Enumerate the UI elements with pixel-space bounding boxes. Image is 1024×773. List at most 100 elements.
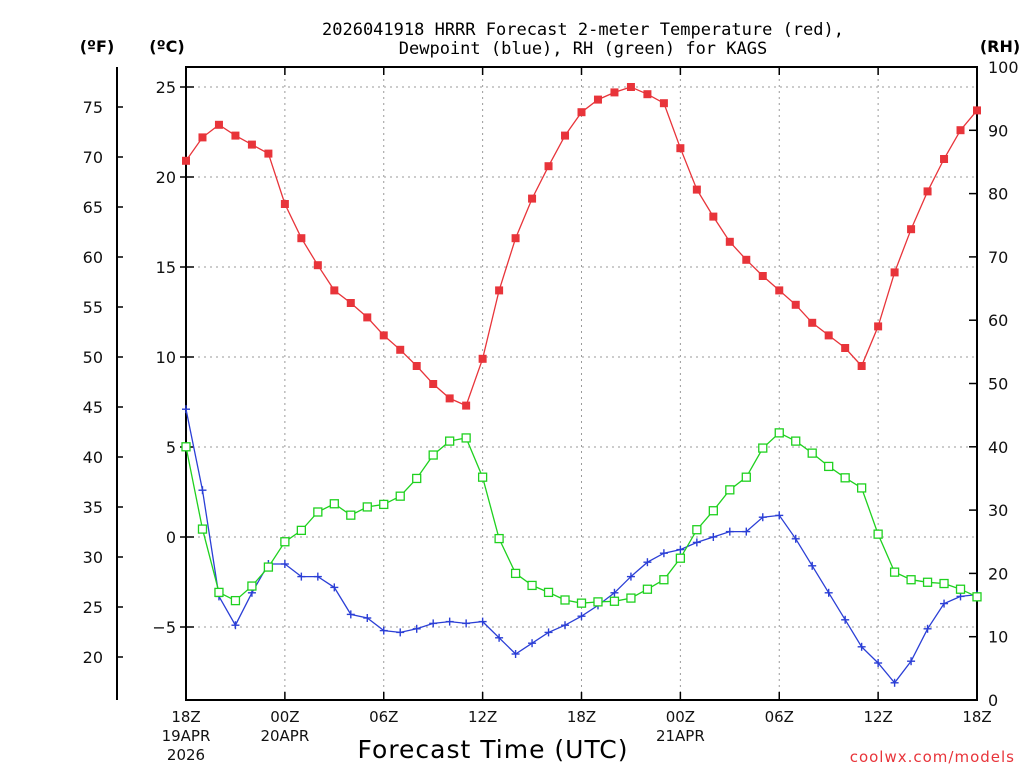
temperature-point <box>182 156 190 165</box>
x-tick-label: 06Z <box>369 708 398 726</box>
rh-point <box>774 428 784 438</box>
rh-point <box>247 581 257 591</box>
dewpoint-point <box>758 513 767 522</box>
chart-title: 2026041918 HRRR Forecast 2-meter Tempera… <box>322 20 844 59</box>
temperature-point <box>610 88 619 97</box>
chart-axes: −5 0 5 10 15 20 25 20 25 30 35 40 45 50 55 60 65 70 75 0 10 2… <box>83 58 1019 710</box>
rh-point <box>362 502 372 512</box>
temperature-point <box>841 344 850 352</box>
rh-tick-label: 20 <box>988 564 1008 583</box>
rh-point <box>576 598 587 608</box>
rh-tick-label: 80 <box>988 185 1008 204</box>
dewpoint-point <box>379 626 388 635</box>
temperature-point <box>626 83 635 91</box>
celsius-tick-label: −5 <box>152 618 176 637</box>
rh-point <box>609 596 620 606</box>
fahrenheit-tick-label: 70 <box>83 148 103 167</box>
dewpoint-point <box>313 572 322 581</box>
dewpoint-point <box>709 533 718 541</box>
temperature-point <box>198 133 207 142</box>
rh-point <box>955 584 966 594</box>
celsius-tick-label: 15 <box>156 258 176 277</box>
fahrenheit-unit-label: (ºF) <box>80 37 115 56</box>
x-tick-label: 18Z <box>962 708 991 726</box>
rh-point <box>527 580 537 591</box>
credit-label: coolwx.com/models <box>850 748 1015 766</box>
dewpoint-point <box>841 615 850 624</box>
series-dewpoint <box>182 405 981 687</box>
temperature-point <box>396 345 405 354</box>
temperature-point <box>412 362 421 370</box>
rh-point <box>626 593 636 603</box>
rh-tick-label: 10 <box>988 628 1008 647</box>
celsius-tick-label: 0 <box>166 528 176 547</box>
temperature-point <box>297 234 306 243</box>
dewpoint-point <box>824 588 833 597</box>
fahrenheit-tick-label: 30 <box>83 548 103 567</box>
dewpoint-point <box>330 583 339 592</box>
temperature-point <box>956 126 965 135</box>
temperature-point <box>363 313 372 322</box>
fahrenheit-tick-label: 35 <box>83 498 103 517</box>
temperature-point <box>264 149 273 158</box>
x-tick-label: 2026 <box>167 746 205 764</box>
temperature-point <box>940 155 949 163</box>
temperature-point <box>890 268 899 277</box>
dewpoint-point <box>626 572 635 581</box>
dewpoint-point <box>692 538 701 547</box>
dewpoint-point <box>511 650 520 658</box>
rh-point <box>692 525 702 535</box>
temperature-point <box>725 237 734 246</box>
rh-point <box>329 499 339 509</box>
fahrenheit-tick-label: 25 <box>83 598 103 617</box>
dewpoint-point <box>231 621 240 630</box>
rh-point <box>296 525 307 536</box>
temperature-point <box>775 286 784 295</box>
temperature-point <box>824 331 833 340</box>
fahrenheit-tick-label: 75 <box>83 98 103 117</box>
temperature-point <box>231 131 240 140</box>
temperature-point <box>742 255 751 264</box>
dewpoint-point <box>577 612 586 621</box>
fahrenheit-tick-label: 50 <box>83 348 103 367</box>
temperature-point <box>791 300 800 309</box>
celsius-tick-label: 25 <box>156 78 176 97</box>
temperature-point <box>709 212 718 221</box>
temperature-point <box>923 187 932 196</box>
temperature-point <box>692 185 701 194</box>
dewpoint-point <box>775 511 784 520</box>
rh-point <box>477 472 488 482</box>
rh-point <box>856 483 867 493</box>
dewpoint-point <box>659 549 668 558</box>
rh-point <box>922 577 933 587</box>
rh-point <box>939 578 949 589</box>
dewpoint-point <box>396 628 405 637</box>
series-temperature <box>182 83 981 410</box>
temperature-point <box>659 99 668 108</box>
rh-point <box>461 433 471 443</box>
fahrenheit-tick-label: 45 <box>83 398 103 417</box>
rh-point <box>972 592 982 602</box>
dewpoint-point <box>528 639 537 648</box>
temperature-point <box>313 261 322 270</box>
x-tick-label: 12Z <box>863 708 892 726</box>
dewpoint-point <box>346 610 355 619</box>
temperature-point <box>214 120 223 129</box>
temperature-point <box>330 286 339 295</box>
fahrenheit-tick-label: 65 <box>83 198 103 217</box>
temperature-point <box>808 318 817 327</box>
rh-point <box>791 436 801 446</box>
dewpoint-point <box>478 617 487 626</box>
dewpoint-point <box>462 619 471 628</box>
dewpoint-point <box>742 527 751 536</box>
rh-point <box>395 491 405 501</box>
rh-point <box>725 485 735 495</box>
dewpoint-point <box>874 659 883 667</box>
temperature-point <box>445 394 454 403</box>
rh-tick-label: 40 <box>988 438 1008 457</box>
rh-tick-label: 100 <box>988 58 1019 77</box>
rh-tick-label: 0 <box>988 691 998 710</box>
rh-point <box>313 507 323 517</box>
series-layer <box>181 83 982 687</box>
